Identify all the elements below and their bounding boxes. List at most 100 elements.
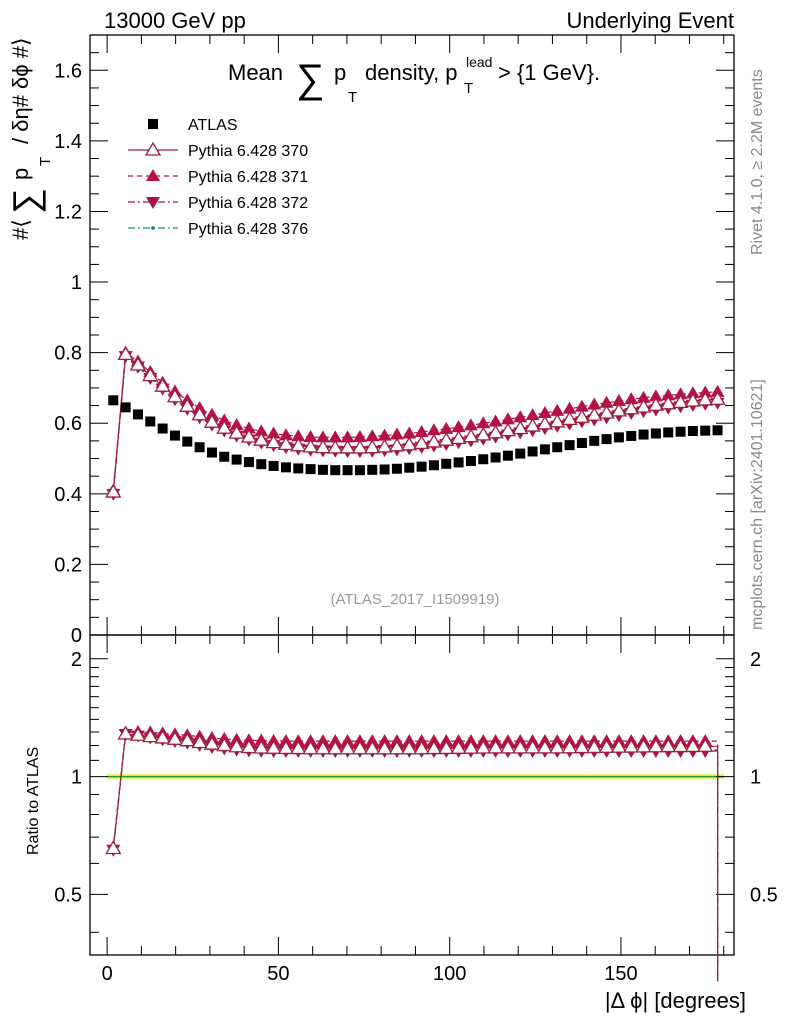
ratio-y-tick-label: 1 bbox=[71, 767, 82, 789]
data-point bbox=[700, 425, 711, 436]
ratio-line bbox=[112, 733, 719, 982]
data-point bbox=[182, 436, 193, 447]
ratio-point bbox=[365, 734, 380, 747]
data-point bbox=[672, 394, 689, 409]
ratio-point bbox=[586, 739, 603, 754]
series-line bbox=[112, 351, 718, 491]
data-point bbox=[675, 426, 686, 437]
title-post: > {1 GeV}. bbox=[498, 60, 600, 85]
data-point bbox=[377, 428, 392, 441]
ticks-layer: 0 50 100 150 0 0.2 0.4 0.6 0.8 1 1.2 1.4 1.6 0.5 0.5 1 1… bbox=[54, 35, 778, 985]
data-point bbox=[475, 426, 492, 441]
x-tick-label: 50 bbox=[267, 963, 289, 985]
data-point bbox=[441, 458, 452, 469]
data-point bbox=[450, 430, 467, 445]
data-point bbox=[203, 413, 221, 428]
ratio-point bbox=[610, 738, 628, 753]
data-point bbox=[379, 464, 390, 475]
series-pythia-6-428-370 bbox=[105, 346, 726, 498]
ratio-point bbox=[402, 734, 417, 747]
data-point bbox=[217, 413, 232, 426]
series-line bbox=[112, 354, 718, 493]
ratio-point bbox=[438, 740, 455, 755]
data-point bbox=[439, 421, 454, 434]
data-point bbox=[537, 406, 552, 418]
header-right: Underlying Event bbox=[566, 8, 734, 33]
ratio-pythia-6-428-376 bbox=[111, 732, 719, 982]
data-point bbox=[490, 452, 501, 463]
legend-entry: Pythia 6.428 372 bbox=[128, 195, 308, 212]
y-tick-label: 1.2 bbox=[54, 201, 82, 223]
data-point bbox=[330, 465, 341, 476]
ratio-y-tick-label: 2 bbox=[71, 649, 82, 671]
data-point bbox=[462, 428, 480, 443]
legend-label: ATLAS bbox=[188, 117, 238, 134]
data-point bbox=[552, 442, 563, 453]
title-sum: ∑ bbox=[296, 57, 325, 101]
ylabel-post: / δη# δϕ #⟩ bbox=[8, 37, 33, 144]
ratio-point bbox=[697, 737, 714, 752]
data-point bbox=[157, 423, 168, 434]
ratio-point bbox=[536, 739, 554, 754]
data-point bbox=[478, 454, 489, 465]
ratio-point bbox=[265, 740, 282, 754]
data-point bbox=[635, 398, 652, 413]
rivet-label: Rivet 4.1.0, ≥ 2.2M events bbox=[749, 69, 766, 255]
ratio-point bbox=[302, 740, 319, 755]
data-point bbox=[191, 406, 208, 421]
legend-entry: ATLAS bbox=[148, 117, 238, 134]
legend-marker bbox=[146, 169, 160, 181]
data-point bbox=[256, 459, 267, 470]
legend: ATLAS Pythia 6.428 370 Pythia 6.428 371 Pyt… bbox=[128, 117, 308, 238]
ratio-y-tick-label-right: 1 bbox=[750, 767, 761, 789]
data-point bbox=[339, 439, 356, 454]
data-point bbox=[623, 400, 640, 415]
data-point bbox=[277, 436, 295, 451]
data-point bbox=[453, 457, 464, 468]
plot-title: Mean ∑ p T density, p T lead > {1 GeV}. bbox=[228, 54, 600, 106]
ratio-point bbox=[647, 738, 665, 753]
series-layer bbox=[105, 345, 726, 501]
title-sup: lead bbox=[466, 54, 492, 70]
ratio-point bbox=[277, 740, 295, 755]
data-point bbox=[428, 460, 439, 471]
data-point bbox=[611, 394, 626, 406]
data-point bbox=[216, 419, 233, 434]
data-point bbox=[228, 424, 245, 439]
data-point bbox=[416, 461, 427, 472]
data-point bbox=[129, 356, 147, 371]
legend-marker bbox=[146, 197, 160, 209]
data-point bbox=[636, 390, 651, 403]
ratio-point bbox=[401, 740, 418, 755]
data-point bbox=[388, 437, 406, 452]
y-axis-label: #⟨ ∑ p T / δη# δϕ #⟩ bbox=[5, 37, 54, 240]
data-point bbox=[685, 386, 700, 399]
data-point bbox=[241, 421, 256, 434]
data-point bbox=[327, 439, 344, 454]
y-tick-label: 0.8 bbox=[54, 343, 82, 365]
series-atlas bbox=[108, 395, 723, 476]
data-point bbox=[305, 464, 316, 475]
ratio-point bbox=[487, 739, 504, 754]
data-point bbox=[550, 403, 565, 416]
ratio-point bbox=[660, 738, 677, 753]
data-point bbox=[660, 395, 677, 410]
data-point bbox=[268, 460, 279, 471]
data-point bbox=[402, 426, 417, 439]
ratio-point bbox=[340, 734, 355, 747]
y-tick-label: 1.6 bbox=[54, 60, 82, 82]
data-point bbox=[303, 430, 318, 442]
ratio-point bbox=[389, 734, 404, 747]
title-sub: T bbox=[464, 80, 473, 97]
series-line bbox=[112, 354, 718, 494]
data-point bbox=[240, 428, 258, 443]
legend-label: Pythia 6.428 372 bbox=[188, 195, 308, 212]
data-point bbox=[465, 456, 476, 466]
data-point bbox=[120, 402, 131, 413]
main-plot-frame bbox=[89, 34, 735, 636]
data-point bbox=[254, 424, 269, 437]
data-point bbox=[206, 447, 217, 458]
ratio-point bbox=[499, 739, 517, 754]
ratio-point bbox=[450, 740, 467, 754]
